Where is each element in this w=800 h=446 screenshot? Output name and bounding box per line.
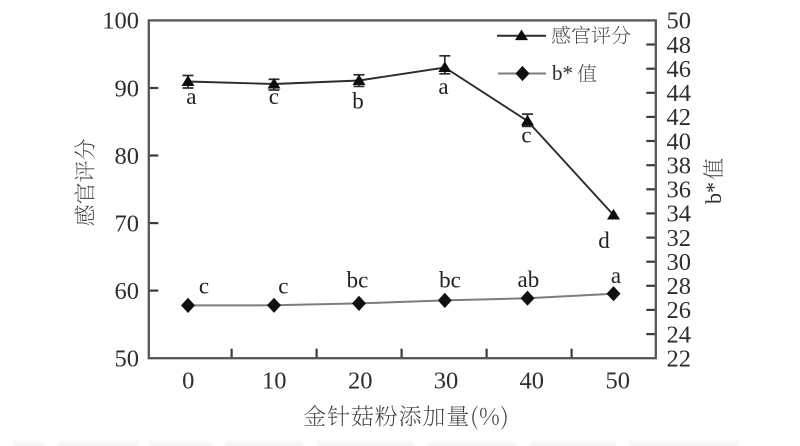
svg-text:10: 10 — [262, 368, 287, 395]
svg-text:50: 50 — [605, 368, 630, 395]
svg-text:b*: b* — [552, 61, 573, 85]
svg-text:40: 40 — [667, 128, 692, 155]
svg-text:30: 30 — [667, 249, 692, 276]
svg-text:c: c — [278, 274, 288, 299]
svg-text:38: 38 — [667, 153, 692, 180]
svg-text:28: 28 — [667, 273, 692, 300]
svg-text:b: b — [352, 89, 364, 114]
svg-text:30: 30 — [434, 368, 459, 395]
svg-text:a: a — [438, 74, 448, 99]
svg-text:60: 60 — [115, 278, 140, 305]
svg-text:46: 46 — [667, 56, 692, 83]
svg-text:48: 48 — [667, 32, 692, 59]
svg-text:a: a — [186, 84, 196, 109]
svg-text:bc: bc — [439, 267, 461, 292]
svg-text:32: 32 — [667, 225, 692, 252]
svg-text:90: 90 — [115, 75, 140, 102]
svg-text:d: d — [598, 228, 610, 253]
svg-text:50: 50 — [667, 8, 692, 35]
svg-text:80: 80 — [115, 143, 140, 170]
svg-text:40: 40 — [520, 368, 545, 395]
svg-text:34: 34 — [667, 201, 692, 228]
svg-text:ab: ab — [518, 267, 540, 292]
svg-text:26: 26 — [667, 297, 692, 324]
svg-text:c: c — [521, 123, 531, 148]
svg-text:100: 100 — [102, 8, 139, 35]
svg-text:24: 24 — [667, 321, 692, 348]
svg-text:36: 36 — [667, 177, 692, 204]
svg-text:c: c — [199, 274, 209, 299]
svg-text:20: 20 — [348, 368, 373, 395]
svg-text:bc: bc — [347, 267, 369, 292]
svg-text:0: 0 — [182, 368, 194, 395]
svg-text:42: 42 — [667, 104, 692, 131]
svg-text:c: c — [269, 84, 279, 109]
svg-text:44: 44 — [667, 80, 692, 107]
svg-text:70: 70 — [115, 210, 140, 237]
svg-text:22: 22 — [667, 346, 692, 373]
svg-text:a: a — [611, 263, 621, 288]
svg-text:b*: b* — [701, 182, 726, 204]
svg-text:50: 50 — [115, 346, 140, 373]
